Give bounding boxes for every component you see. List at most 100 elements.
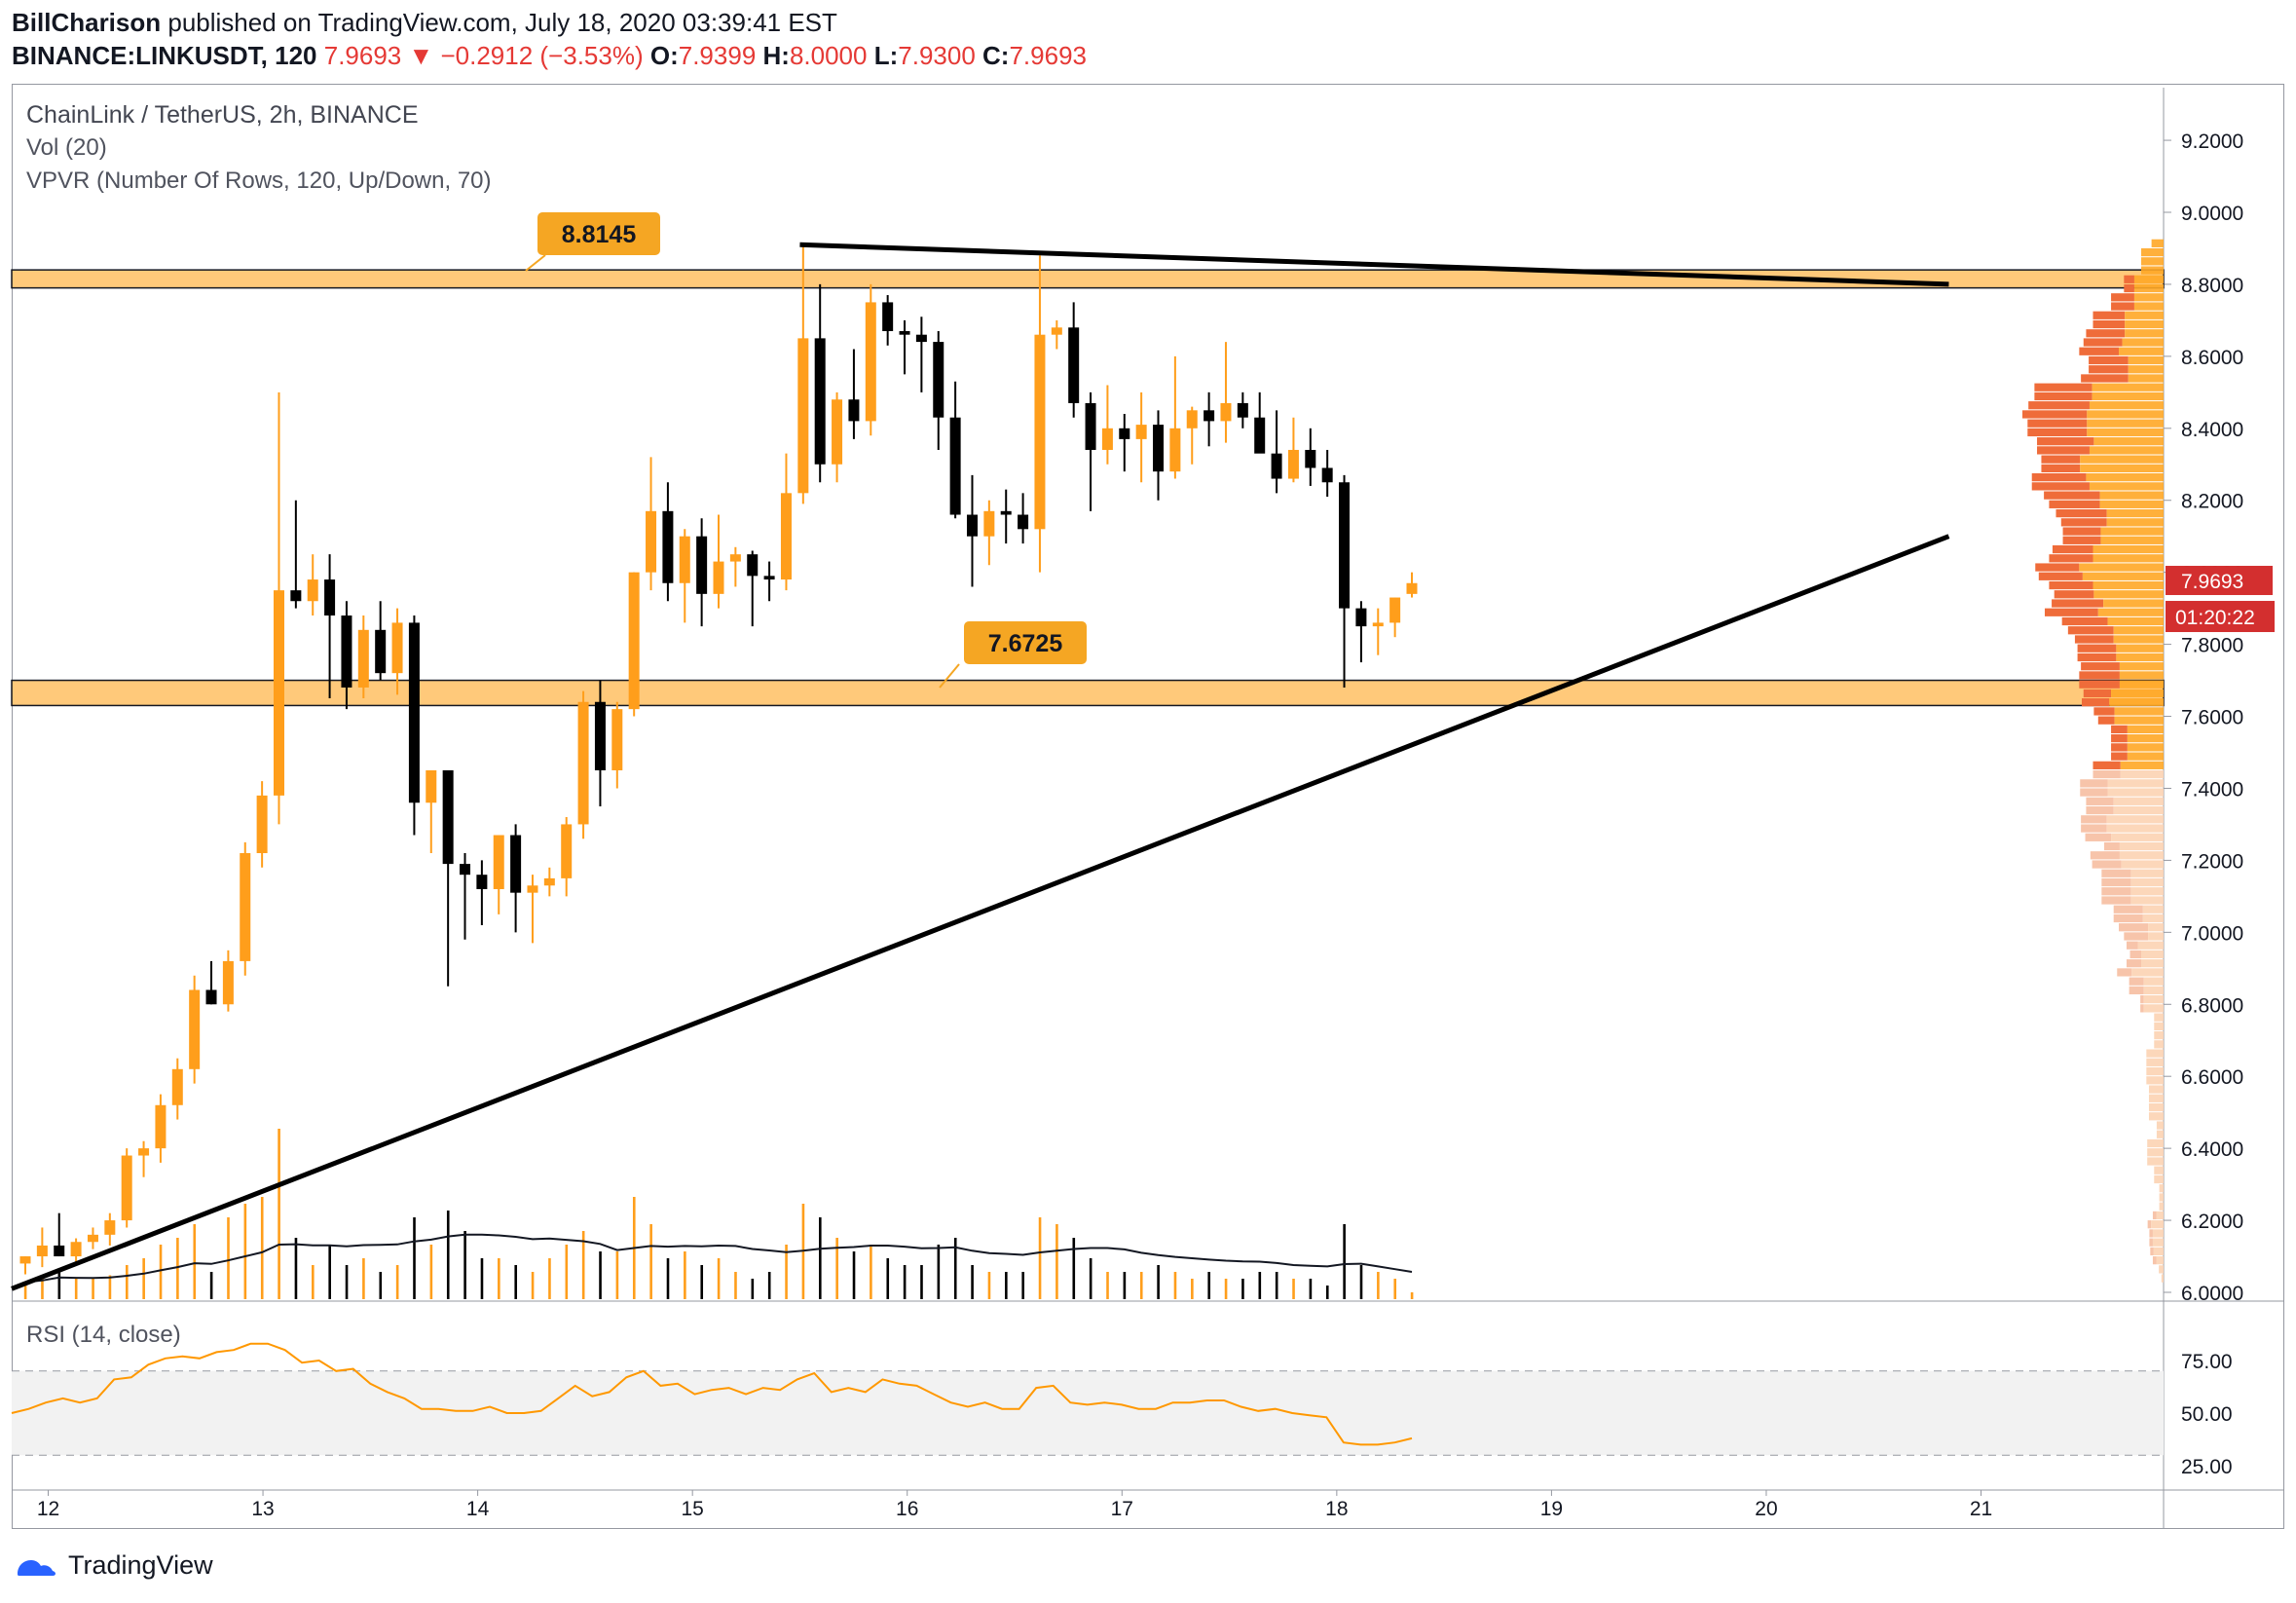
vpvr-bar-down	[2089, 355, 2129, 365]
vpvr-bar-down	[2117, 968, 2132, 977]
volume-bar	[1139, 1272, 1143, 1299]
vpvr-bar-up	[2130, 887, 2164, 896]
vpvr-bar-down	[2092, 761, 2121, 769]
candle-body	[949, 417, 961, 515]
candle-body	[1204, 410, 1215, 422]
vpvr-bar-up	[2133, 275, 2164, 283]
vpvr-bar-up	[2148, 1094, 2164, 1102]
symbol: BINANCE:LINKUSDT, 120	[12, 41, 317, 70]
vpvr-bar-down	[2079, 671, 2120, 680]
candle-body	[104, 1220, 116, 1235]
volume-bar	[599, 1251, 602, 1299]
author[interactable]: BillCharison	[12, 8, 162, 37]
volume-bar	[1157, 1265, 1160, 1299]
vpvr-bar-down	[2092, 769, 2121, 779]
candle-body	[611, 709, 623, 770]
symbol-header: BINANCE:LINKUSDT, 120 7.9693 ▼ −0.2912 (…	[12, 41, 1087, 71]
rsi-study-label[interactable]: RSI (14, close)	[26, 1322, 181, 1348]
price-tick-label: 6.6000	[2181, 1066, 2243, 1089]
vpvr-bar-down	[2031, 482, 2090, 491]
vpvr-bar-up	[2133, 293, 2164, 302]
vpvr-bar-up	[2093, 590, 2164, 599]
zone-label-text: 8.8145	[562, 221, 637, 248]
vpvr-bar-down	[2140, 995, 2144, 1004]
vpvr-bar-up	[2154, 1013, 2164, 1022]
volume-bar	[1224, 1279, 1228, 1299]
vpvr-bar-down	[2111, 743, 2128, 752]
volume-study-label[interactable]: Vol (20)	[26, 134, 107, 161]
price-tick-label: 7.6000	[2181, 707, 2243, 729]
vpvr-bar-up	[2100, 536, 2164, 544]
candle-body	[797, 338, 809, 494]
vpvr-bar-up	[2127, 752, 2164, 761]
vpvr-bar-up	[2080, 455, 2164, 464]
candle-body	[357, 629, 369, 688]
vpvr-study-label[interactable]: VPVR (Number Of Rows, 120, Up/Down, 70)	[26, 168, 492, 194]
open-label: O:	[649, 41, 679, 70]
candle-body	[1119, 428, 1130, 439]
vpvr-bar-down	[2044, 491, 2100, 500]
volume-bar	[1410, 1292, 1414, 1299]
vpvr-bar-up	[2153, 1247, 2164, 1256]
vpvr-bar-down	[2111, 752, 2128, 761]
vpvr-bar-down	[2101, 887, 2131, 896]
high-value: 8.0000	[789, 41, 868, 70]
vpvr-bar-up	[2148, 1085, 2164, 1094]
vpvr-bar-up	[2154, 1040, 2164, 1049]
zone-label-pointer	[939, 663, 960, 689]
candle-body	[780, 493, 792, 580]
published-text: published on TradingView.com, July 18, 2…	[167, 8, 837, 37]
candle-body	[222, 960, 234, 1005]
vpvr-bar-up	[2131, 968, 2164, 977]
vpvr-bar-down	[2081, 662, 2120, 671]
volume-bar	[1275, 1272, 1278, 1299]
candle-body	[36, 1245, 48, 1257]
vpvr-bar-up	[2120, 761, 2164, 769]
price-tick-label: 7.2000	[2181, 850, 2243, 873]
volume-bar	[1021, 1272, 1024, 1299]
vpvr-bar-up	[2148, 1102, 2164, 1112]
volume-bar	[480, 1258, 484, 1299]
vpvr-bar-down	[2044, 608, 2098, 616]
vpvr-bar-down	[2097, 716, 2115, 725]
volume-bar	[413, 1217, 416, 1299]
time-tick-label: 12	[37, 1498, 59, 1520]
vpvr-bar-up	[2119, 680, 2164, 689]
time-tick-label: 17	[1111, 1498, 1133, 1520]
vpvr-bar-up	[2092, 544, 2164, 554]
candle-body	[713, 561, 724, 594]
vpvr-bar-up	[2156, 1130, 2164, 1138]
volume-bar	[1343, 1224, 1346, 1299]
volume-bar	[700, 1265, 704, 1299]
candle-body	[408, 622, 420, 803]
volume-bar	[142, 1258, 145, 1299]
volume-bar	[345, 1265, 349, 1299]
vpvr-bar-up	[2100, 527, 2164, 536]
brand-text[interactable]: TradingView	[68, 1550, 213, 1580]
vpvr-bar-up	[2092, 383, 2164, 391]
vpvr-bar-down	[2055, 508, 2107, 518]
vpvr-bar-down	[2049, 500, 2100, 508]
rsi-band	[12, 1370, 2164, 1456]
vpvr-bar-up	[2119, 851, 2164, 860]
candle-body	[1018, 514, 1029, 530]
vpvr-bar-up	[2130, 896, 2164, 905]
vpvr-bar-up	[2141, 950, 2164, 959]
candle-body	[171, 1068, 183, 1105]
vpvr-bar-up	[2113, 797, 2164, 805]
vpvr-bar-down	[2077, 644, 2117, 652]
candle-body	[189, 989, 201, 1069]
vpvr-bar-up	[2154, 1166, 2164, 1174]
volume-bar	[548, 1258, 551, 1299]
volume-bar	[666, 1258, 670, 1299]
time-tick-label: 14	[466, 1498, 490, 1520]
vpvr-bar-up	[2147, 1148, 2164, 1157]
vpvr-bar-down	[2086, 797, 2114, 805]
candle-body	[121, 1155, 132, 1221]
candle-body	[1406, 582, 1418, 594]
price-tick-label: 8.2000	[2181, 491, 2243, 513]
down-arrow-icon: ▼	[408, 41, 434, 70]
vpvr-bar-down	[2101, 896, 2131, 905]
vpvr-bar-down	[2129, 977, 2144, 986]
